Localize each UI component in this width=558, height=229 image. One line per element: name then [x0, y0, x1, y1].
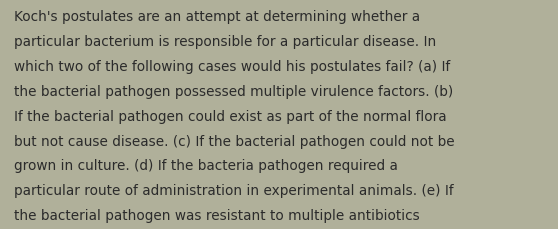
Text: particular bacterium is responsible for a particular disease. In: particular bacterium is responsible for … [14, 35, 436, 49]
Text: the bacterial pathogen was resistant to multiple antibiotics: the bacterial pathogen was resistant to … [14, 208, 420, 222]
Text: which two of the following cases would his postulates fail? (a) If: which two of the following cases would h… [14, 60, 450, 74]
Text: Koch's postulates are an attempt at determining whether a: Koch's postulates are an attempt at dete… [14, 10, 420, 24]
Text: but not cause disease. (c) If the bacterial pathogen could not be: but not cause disease. (c) If the bacter… [14, 134, 455, 148]
Text: grown in culture. (d) If the bacteria pathogen required a: grown in culture. (d) If the bacteria pa… [14, 159, 398, 173]
Text: If the bacterial pathogen could exist as part of the normal flora: If the bacterial pathogen could exist as… [14, 109, 446, 123]
Text: the bacterial pathogen possessed multiple virulence factors. (b): the bacterial pathogen possessed multipl… [14, 85, 453, 98]
Text: particular route of administration in experimental animals. (e) If: particular route of administration in ex… [14, 183, 454, 197]
